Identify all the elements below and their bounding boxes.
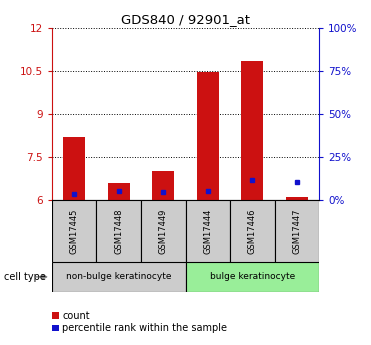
Bar [108,183,130,200]
Text: bulge keratinocyte: bulge keratinocyte [210,272,295,282]
Bar [63,137,85,200]
Text: GSM17449: GSM17449 [159,208,168,254]
Text: cell type: cell type [4,272,46,282]
Bar [52,200,96,262]
Bar [286,197,308,200]
Bar [241,61,263,200]
Text: GSM17445: GSM17445 [70,208,79,254]
Bar [152,171,174,200]
Bar [52,262,186,292]
Bar [197,72,219,200]
Text: GSM17447: GSM17447 [292,208,301,254]
Bar [96,200,141,262]
Title: GDS840 / 92901_at: GDS840 / 92901_at [121,13,250,27]
Bar [186,200,230,262]
Bar [275,200,319,262]
Text: GSM17444: GSM17444 [203,208,212,254]
Bar [186,262,319,292]
Bar [230,200,275,262]
Text: percentile rank within the sample: percentile rank within the sample [62,323,227,333]
Bar [141,200,186,262]
Text: GSM17448: GSM17448 [114,208,123,254]
Text: count: count [62,311,90,321]
Text: GSM17446: GSM17446 [248,208,257,254]
Text: non-bulge keratinocyte: non-bulge keratinocyte [66,272,171,282]
